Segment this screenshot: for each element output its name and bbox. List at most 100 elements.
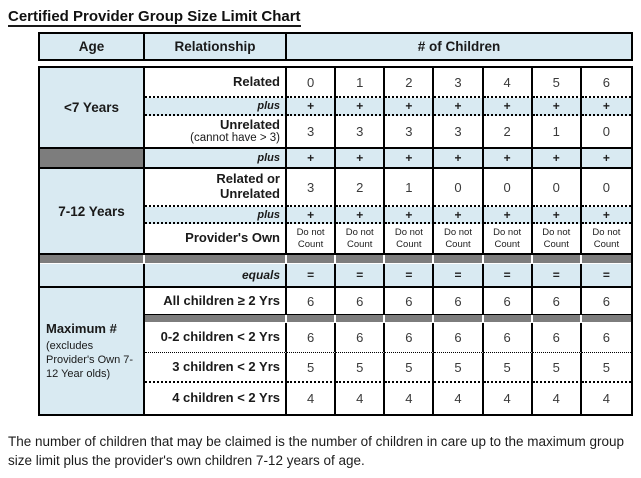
value-cell: 2 (336, 169, 386, 207)
value-cell: 0 (434, 169, 484, 207)
row-label-related: Related (145, 68, 287, 98)
row-label-unrelated: Unrelated (cannot have > 3) (145, 116, 287, 149)
value-cell: 5 (532, 353, 582, 383)
value-cell: 4 (287, 383, 337, 414)
value-cell: 2 (483, 116, 533, 149)
equals-cell: = (287, 264, 337, 288)
plus-cell: + (287, 207, 337, 224)
row-label-equals: equals (145, 264, 287, 288)
row-label-providers-own: Provider's Own (145, 224, 287, 255)
value-cell: 6 (385, 323, 435, 353)
value-cell: 3 (434, 68, 484, 98)
row-label-plus: plus (145, 149, 287, 169)
value-cell: 3 (287, 169, 337, 207)
plus-cell: + (483, 207, 533, 224)
value-cell: 3 (385, 116, 435, 149)
do-not-count-cell: Do not Count (581, 224, 631, 255)
plus-cell: + (434, 98, 484, 116)
row-label-plus: plus (145, 207, 287, 224)
gray-separator-cell (145, 255, 287, 264)
equals-cell: = (532, 264, 582, 288)
row-label-related-or-unrelated: Related or Unrelated (145, 169, 287, 207)
footer-note: The number of children that may be claim… (8, 434, 625, 468)
plus-cell: + (581, 207, 631, 224)
table-body: <7 Years 7-12 Years Maximum # (excludes … (38, 66, 633, 416)
gray-separator-cell (581, 315, 631, 323)
gray-separator-cell (532, 255, 582, 264)
gray-separator-cell (434, 315, 484, 323)
plus-cell: + (385, 98, 435, 116)
value-cell: 6 (532, 323, 582, 353)
value-cell: 0 (581, 169, 631, 207)
value-cell: 1 (336, 68, 386, 98)
equals-cell: = (434, 264, 484, 288)
value-cell: 4 (484, 383, 533, 414)
value-cell: 5 (483, 353, 533, 383)
plus-cell: + (581, 149, 631, 169)
plus-cell: + (532, 207, 582, 224)
value-cell: 6 (287, 323, 337, 353)
gray-separator-cell (385, 255, 435, 264)
plus-cell: + (287, 149, 337, 169)
equals-cell: = (336, 264, 386, 288)
plus-cell: + (336, 98, 386, 116)
value-cell: 4 (336, 383, 386, 414)
row-label-3-children: 3 children < 2 Yrs (145, 353, 287, 383)
do-not-count-cell: Do not Count (483, 224, 533, 255)
value-cell: 5 (434, 353, 484, 383)
value-cell: 4 (483, 68, 533, 98)
plus-cell: + (336, 207, 386, 224)
plus-cell: + (385, 207, 435, 224)
value-cell: 6 (287, 288, 337, 315)
gray-separator-cell (287, 255, 337, 264)
plus-cell: + (532, 98, 582, 116)
value-cell: 4 (602, 391, 611, 406)
equals-cell: = (483, 264, 533, 288)
value-cell: 3 (434, 116, 484, 149)
gray-separator-cell (532, 315, 582, 323)
value-cell: 5 (385, 353, 435, 383)
row-label-plus: plus (145, 98, 287, 116)
gray-separator-cell (40, 255, 145, 264)
value-cell: 6 (434, 323, 484, 353)
value-cell: 5 (581, 353, 631, 383)
value-cell: 0 (581, 116, 631, 149)
value-cell: 0 (287, 68, 337, 98)
value-cell: 4 (533, 383, 582, 414)
maximum-label: Maximum # (46, 320, 117, 336)
plus-cell: + (483, 149, 533, 169)
gray-separator-cell (145, 315, 287, 323)
value-cell: 3 (287, 116, 337, 149)
gray-separator-cell (336, 315, 386, 323)
value-cell: 6 (581, 323, 631, 353)
do-not-count-cell: Do not Count (385, 224, 435, 255)
row-label-4-children: 4 children < 2 Yrs (145, 383, 287, 414)
value-cell: 5 (287, 353, 337, 383)
group-size-table: Age Relationship # of Children <7 Years … (38, 32, 633, 416)
value-cell: 4 (434, 383, 484, 414)
value-cell: 5 (532, 68, 582, 98)
value-cell: 6 (532, 288, 582, 315)
plus-cell: + (287, 98, 337, 116)
age-cell-under-7: <7 Years (40, 68, 145, 149)
gray-separator-cell (434, 255, 484, 264)
gray-separator-cell (287, 315, 337, 323)
equals-cell: = (385, 264, 435, 288)
plus-cell: + (434, 207, 484, 224)
value-cell: 4 (385, 383, 435, 414)
value-cell: 6 (483, 288, 533, 315)
do-not-count-cell: Do not Count (336, 224, 386, 255)
value-cell: 6 (434, 288, 484, 315)
value-cell: 6 (483, 323, 533, 353)
age-separator-cell (40, 149, 145, 169)
plus-cell: + (532, 149, 582, 169)
plus-cell: + (483, 98, 533, 116)
value-cell: 6 (385, 288, 435, 315)
plus-cell: + (385, 149, 435, 169)
do-not-count-cell: Do not Count (532, 224, 582, 255)
do-not-count-cell: Do not Count (434, 224, 484, 255)
header-cell-relationship: Relationship (145, 34, 287, 59)
value-cell: 5 (336, 353, 386, 383)
row-label-all-children: All children ≥ 2 Yrs (145, 288, 287, 315)
unrelated-label: Unrelated (220, 116, 280, 132)
